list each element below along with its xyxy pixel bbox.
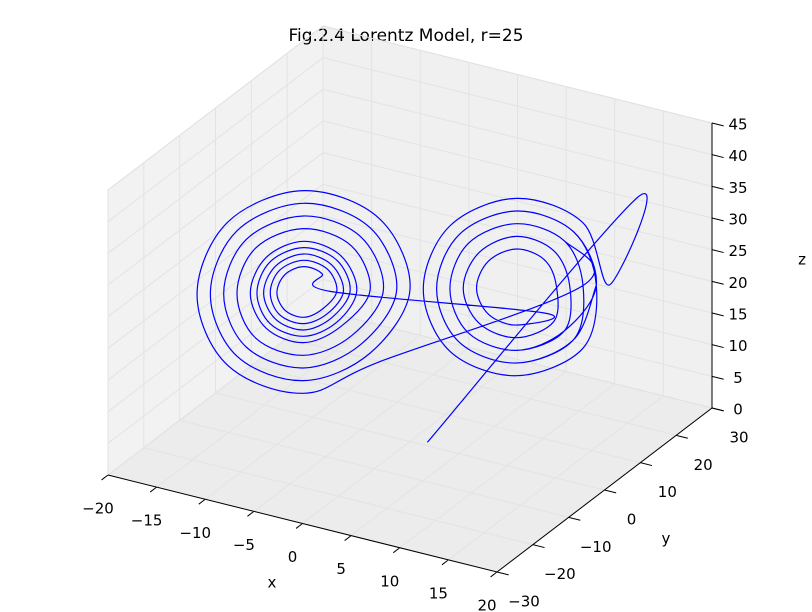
grid-line xyxy=(322,88,713,187)
grid-line xyxy=(107,278,324,444)
z-tick xyxy=(711,375,724,380)
grid-line xyxy=(287,337,677,436)
z-tick xyxy=(711,280,724,285)
z-tick-label: 20 xyxy=(728,274,747,292)
chart-title: Fig.2.4 Lorentz Model, r=25 xyxy=(288,26,523,46)
y-tick-label: 20 xyxy=(694,456,713,474)
y-tick-label: −30 xyxy=(508,593,540,611)
z-tick xyxy=(711,249,724,254)
y-tick xyxy=(496,571,509,576)
x-tick xyxy=(198,498,206,505)
grid-line xyxy=(322,247,713,346)
y-tick xyxy=(568,516,581,521)
grid-line xyxy=(107,247,324,413)
y-tick-label: 10 xyxy=(658,483,677,501)
y-tick xyxy=(604,489,617,494)
grid-line xyxy=(107,120,324,286)
z-tick xyxy=(711,154,724,159)
z-tick-label: 25 xyxy=(728,242,747,260)
grid-line xyxy=(107,88,324,254)
x-axis-label: x xyxy=(268,574,277,592)
z-tick xyxy=(711,312,724,317)
trajectory xyxy=(196,190,648,443)
grid-line xyxy=(215,392,605,491)
x-tick-label: 20 xyxy=(477,597,496,612)
grid-line xyxy=(322,183,713,282)
z-tick-label: 40 xyxy=(728,147,747,165)
grid-line xyxy=(322,152,713,251)
grid-line xyxy=(322,278,713,377)
y-tick xyxy=(532,544,545,549)
z-axis-label: z xyxy=(798,251,806,269)
x-tick-label: −15 xyxy=(131,512,163,530)
grid-line xyxy=(322,57,713,156)
z-tick xyxy=(711,217,724,222)
y-tick xyxy=(640,462,653,467)
grid-line xyxy=(322,310,713,409)
z-tick-label: 15 xyxy=(728,306,747,324)
x-tick-label: −5 xyxy=(233,536,255,554)
z-tick xyxy=(711,344,724,349)
grid-line xyxy=(251,365,641,464)
grid-line xyxy=(107,57,324,223)
y-axis-label: y xyxy=(662,530,671,548)
z-tick xyxy=(711,122,724,127)
y-tick xyxy=(676,434,688,439)
z-tick-label: 10 xyxy=(728,337,747,355)
x-tick xyxy=(149,486,157,493)
x-tick-label: 0 xyxy=(288,548,298,566)
x-tick xyxy=(441,559,449,566)
x-tick xyxy=(295,523,303,529)
grid-line xyxy=(322,215,713,314)
y-tick-label: 30 xyxy=(729,429,748,447)
y-tick-label: −10 xyxy=(580,538,612,556)
grid-line xyxy=(143,447,533,546)
x-tick-label: 15 xyxy=(429,584,448,602)
x-tick xyxy=(344,535,352,541)
grid-line xyxy=(107,25,324,191)
x-tick-label: 10 xyxy=(380,572,399,590)
z-tick xyxy=(711,185,724,190)
x-tick-label: −20 xyxy=(82,500,114,518)
grid-line xyxy=(107,310,324,476)
z-tick-label: 5 xyxy=(733,369,743,387)
x-tick-label: 5 xyxy=(336,560,346,578)
x-tick xyxy=(490,571,498,578)
grid-line xyxy=(107,215,324,381)
grid-line xyxy=(179,419,569,518)
y-tick-label: −20 xyxy=(544,565,576,583)
z-tick-label: 0 xyxy=(733,401,743,419)
z-tick-label: 45 xyxy=(728,116,747,134)
y-tick-label: 0 xyxy=(627,511,637,529)
grid-line xyxy=(322,25,713,124)
z-tick-label: 35 xyxy=(728,179,747,197)
grid-line xyxy=(107,152,324,318)
axis-line xyxy=(107,123,713,573)
x-tick-label: −10 xyxy=(179,524,211,542)
x-tick xyxy=(101,474,109,481)
z-tick-label: 30 xyxy=(728,211,747,229)
z-tick xyxy=(711,407,724,412)
x-tick xyxy=(247,510,255,517)
x-tick xyxy=(392,547,401,554)
